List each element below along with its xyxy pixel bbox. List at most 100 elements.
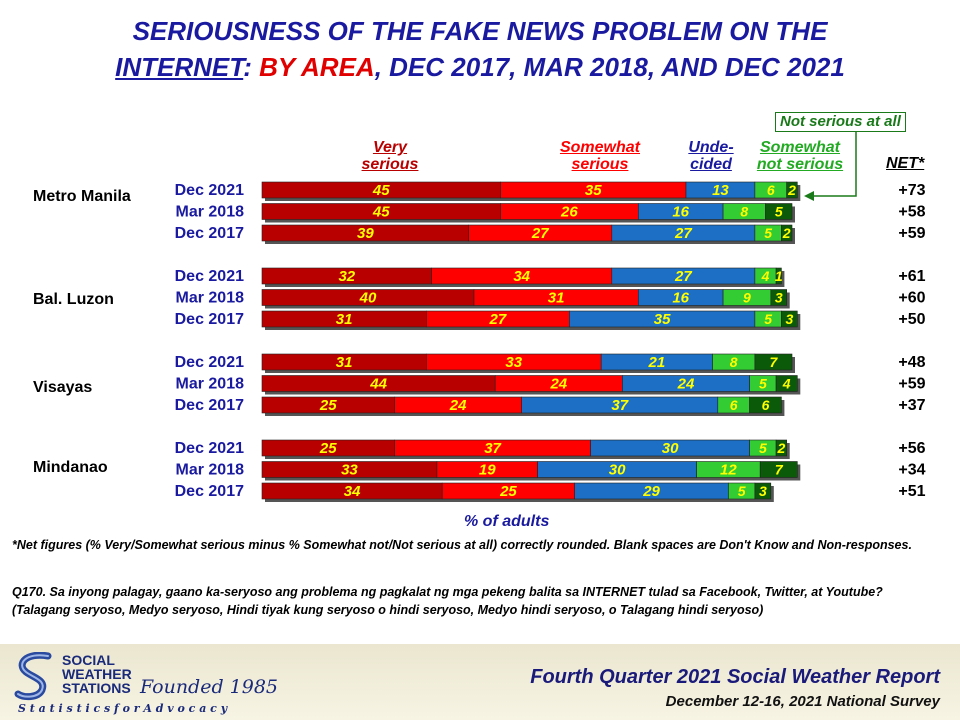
bar-segment-not-serious-at-all: [754, 482, 772, 500]
value-label-not-serious-at-all: 7: [775, 462, 784, 478]
value-label-undecided: 37: [611, 397, 628, 414]
value-label-not-serious-at-all: 2: [787, 182, 796, 198]
net-value: +50: [898, 311, 925, 328]
value-label-not-serious-at-all: 1: [775, 268, 783, 284]
bar-segment-not-serious-at-all: [786, 181, 798, 199]
bar-segment-not-serious-at-all: [754, 353, 793, 371]
value-label-somewhat-serious: 27: [489, 311, 507, 328]
net-value: +51: [898, 483, 925, 500]
net-value: +37: [898, 397, 925, 414]
header-somewhat-serious: Somewhat serious: [559, 139, 640, 173]
title-internet: INTERNET: [115, 52, 244, 82]
period-label: Dec 2021: [175, 354, 244, 371]
value-label-very-serious: 34: [344, 483, 361, 500]
sws-tagline: S t a t i s t i c s f o r A d v o c a c …: [18, 702, 228, 715]
value-label-undecided: 27: [674, 225, 692, 242]
bar-row: Dec 2021 31 33 21 8 7 +48: [175, 353, 926, 373]
period-label: Dec 2021: [175, 182, 244, 199]
area-label-metro-manila: Metro Manila: [33, 188, 131, 205]
period-label: Dec 2021: [175, 440, 244, 457]
callout-arrowhead: [804, 191, 814, 201]
report-subtitle: December 12-16, 2021 National Survey: [665, 693, 940, 710]
sws-logo-icon: [14, 652, 52, 701]
bar-row: Mar 2018 40 31 16 9 3 +60: [176, 289, 926, 309]
period-label: Mar 2018: [176, 290, 245, 307]
net-value: +56: [898, 440, 925, 457]
bar-segment-not-serious-at-all: [765, 203, 793, 220]
value-label-not-serious-at-all: 3: [785, 311, 793, 327]
bar-row: Dec 2017 34 25 29 5 3 +51: [175, 482, 926, 502]
bar-segment-not-serious-at-all: [749, 396, 782, 414]
value-label-somewhat-not-serious: 5: [764, 225, 772, 241]
value-label-undecided: 29: [642, 483, 660, 500]
net-value: +60: [898, 290, 925, 307]
bar-row: Dec 2021 25 37 30 5 2 +56: [175, 439, 926, 459]
value-label-somewhat-not-serious: 6: [767, 182, 775, 198]
value-label-somewhat-serious: 27: [531, 225, 549, 242]
value-label-somewhat-serious: 19: [479, 462, 496, 479]
value-label-very-serious: 33: [341, 462, 358, 479]
net-value: +73: [898, 182, 925, 199]
value-label-somewhat-not-serious: 9: [743, 290, 751, 306]
value-label-undecided: 13: [712, 182, 729, 199]
bar-segment-not-serious-at-all: [775, 439, 787, 457]
sws-logo-text: SOCIAL WEATHER STATIONS: [62, 652, 132, 696]
bar-row: Dec 2017 25 24 37 6 6 +37: [175, 396, 926, 416]
period-label: Mar 2018: [176, 376, 245, 393]
value-label-somewhat-not-serious: 12: [720, 462, 737, 479]
area-label-bal-luzon: Bal. Luzon: [33, 291, 114, 308]
value-label-somewhat-not-serious: 8: [730, 354, 738, 370]
value-label-somewhat-serious: 33: [505, 354, 522, 371]
bar-segment-not-serious-at-all: [775, 267, 782, 285]
value-label-not-serious-at-all: 2: [782, 225, 791, 241]
chart-title-line2: INTERNET: BY AREA, DEC 2017, MAR 2018, A…: [0, 50, 960, 84]
value-label-not-serious-at-all: 4: [782, 376, 791, 392]
value-label-very-serious: 39: [357, 225, 374, 242]
header-somewhat-not-serious: Somewhat not serious: [756, 139, 844, 173]
footnote-question: Q170. Sa inyong palagay, gaano ka-seryos…: [12, 585, 883, 617]
value-label-not-serious-at-all: 3: [759, 483, 767, 499]
value-label-somewhat-not-serious: 5: [764, 311, 772, 327]
value-label-somewhat-serious: 24: [449, 397, 467, 414]
value-label-somewhat-serious: 35: [585, 182, 602, 199]
report-title: Fourth Quarter 2021 Social Weather Repor…: [530, 666, 940, 688]
value-label-somewhat-not-serious: 5: [759, 440, 767, 456]
value-label-very-serious: 31: [336, 311, 353, 328]
bar-row: Mar 2018 44 24 24 5 4 +59: [176, 375, 926, 395]
callout-layer: [804, 132, 857, 201]
period-label: Dec 2017: [175, 483, 244, 500]
value-label-undecided: 30: [662, 440, 679, 457]
sws-founded: Founded 1985: [140, 676, 279, 698]
value-label-undecided: 16: [672, 204, 689, 221]
x-axis-label: % of adults: [464, 513, 550, 530]
value-label-undecided: 24: [677, 376, 695, 393]
value-label-somewhat-serious: 37: [484, 440, 501, 457]
value-label-somewhat-not-serious: 4: [761, 268, 770, 284]
value-label-very-serious: 25: [319, 397, 337, 414]
period-label: Dec 2017: [175, 397, 244, 414]
period-label: Mar 2018: [176, 204, 245, 221]
value-label-somewhat-not-serious: 5: [759, 376, 767, 392]
area-label-visayas: Visayas: [33, 379, 93, 396]
callout-line: [812, 132, 857, 197]
value-label-very-serious: 45: [372, 204, 390, 221]
net-value: +34: [898, 462, 925, 479]
bar-row: Dec 2021 32 34 27 4 1 +61: [175, 267, 926, 287]
value-label-somewhat-serious: 24: [549, 376, 567, 393]
title-by-area: BY AREA: [259, 52, 375, 82]
bar-segment-not-serious-at-all: [781, 310, 798, 328]
bar-segment-not-serious-at-all: [770, 289, 787, 306]
bar-row: Dec 2017 39 27 27 5 2 +59: [175, 224, 926, 244]
period-label: Dec 2021: [175, 268, 244, 285]
footer-band: [0, 644, 960, 720]
bar-segment-not-serious-at-all: [781, 224, 793, 242]
value-label-undecided: 21: [648, 354, 666, 371]
value-label-somewhat-serious: 31: [548, 290, 565, 307]
value-label-not-serious-at-all: 2: [777, 440, 786, 456]
net-value: +59: [898, 376, 925, 393]
value-label-somewhat-not-serious: 6: [730, 397, 738, 413]
value-label-undecided: 16: [672, 290, 689, 307]
value-label-undecided: 35: [654, 311, 671, 328]
